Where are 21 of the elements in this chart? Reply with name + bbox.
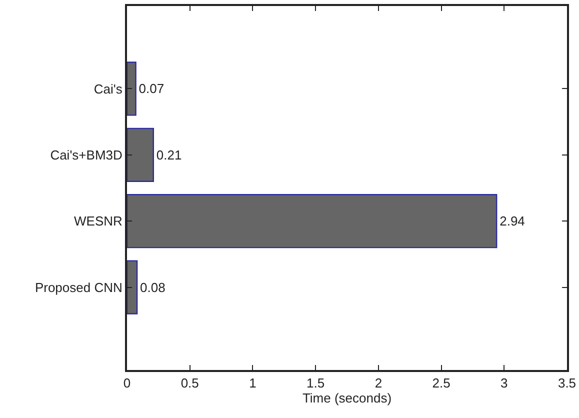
- data-label: 0.21: [156, 147, 182, 162]
- bar: [127, 194, 498, 248]
- x-tick-label: 0.5: [180, 376, 199, 391]
- y-tick-label: Proposed CNN: [34, 280, 122, 295]
- bar: [127, 260, 138, 314]
- bar: [127, 128, 154, 182]
- x-tick-label: 1: [249, 376, 256, 391]
- x-tick-label: 0: [123, 376, 131, 391]
- x-tick-label: 3: [500, 376, 508, 391]
- x-tick-label: 1.5: [306, 376, 325, 391]
- data-label: 0.07: [138, 81, 164, 96]
- data-label: 2.94: [500, 214, 525, 229]
- data-label: 0.08: [140, 280, 166, 295]
- y-tick-label: WESNR: [74, 214, 122, 229]
- x-tick-label: 3.5: [558, 376, 576, 391]
- y-tick-label: Cai's+BM3D: [50, 147, 122, 162]
- x-axis-title: Time (seconds): [302, 390, 392, 406]
- bar: [127, 62, 136, 116]
- x-tick-label: 2.5: [432, 376, 450, 391]
- x-tick-label: 2: [374, 376, 382, 391]
- y-tick-label: Cai's: [94, 81, 123, 96]
